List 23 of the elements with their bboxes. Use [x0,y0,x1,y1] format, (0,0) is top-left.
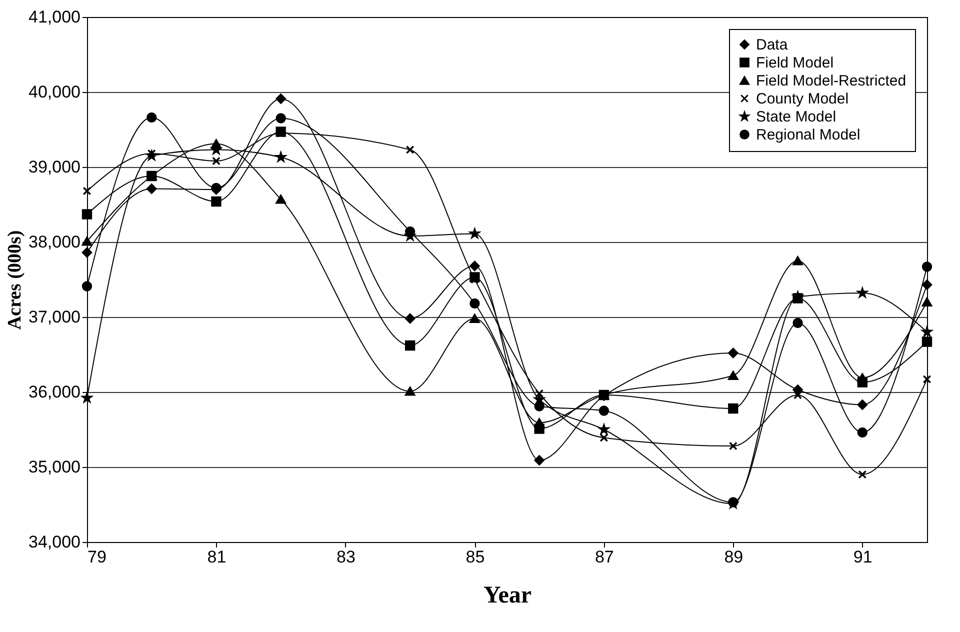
y-tick-label: 35,000 [28,458,80,476]
y-tick-label: 40,000 [28,82,80,102]
y-tick-label: 38,000 [28,232,80,252]
y-tick-label: 39,000 [28,158,80,176]
legend-label: Data [756,36,788,54]
y-tick-label: 41,000 [28,8,80,26]
y-axis-title: Acres (000s) [4,230,26,330]
y-tick-label: 37,000 [28,308,80,326]
x-tick-label: 87 [594,548,614,566]
y-tick-label: 36,000 [28,382,80,402]
x-tick-label: 91 [853,548,872,566]
legend-label: Field Model [756,54,834,72]
x-tick-label: 85 [466,548,485,566]
x-tick-label: 79 [88,548,106,566]
x-tick-label: 83 [336,548,356,566]
x-axis-title: Year [484,582,532,608]
legend-label: Field Model-Restricted [756,72,906,90]
legend-label: Regional Model [756,126,860,144]
y-tick-label: 34,000 [28,532,80,552]
x-tick-label: 81 [207,548,226,566]
legend-label: County Model [756,90,849,108]
x-tick-label: 89 [724,548,744,566]
legend-label: State Model [756,108,836,126]
